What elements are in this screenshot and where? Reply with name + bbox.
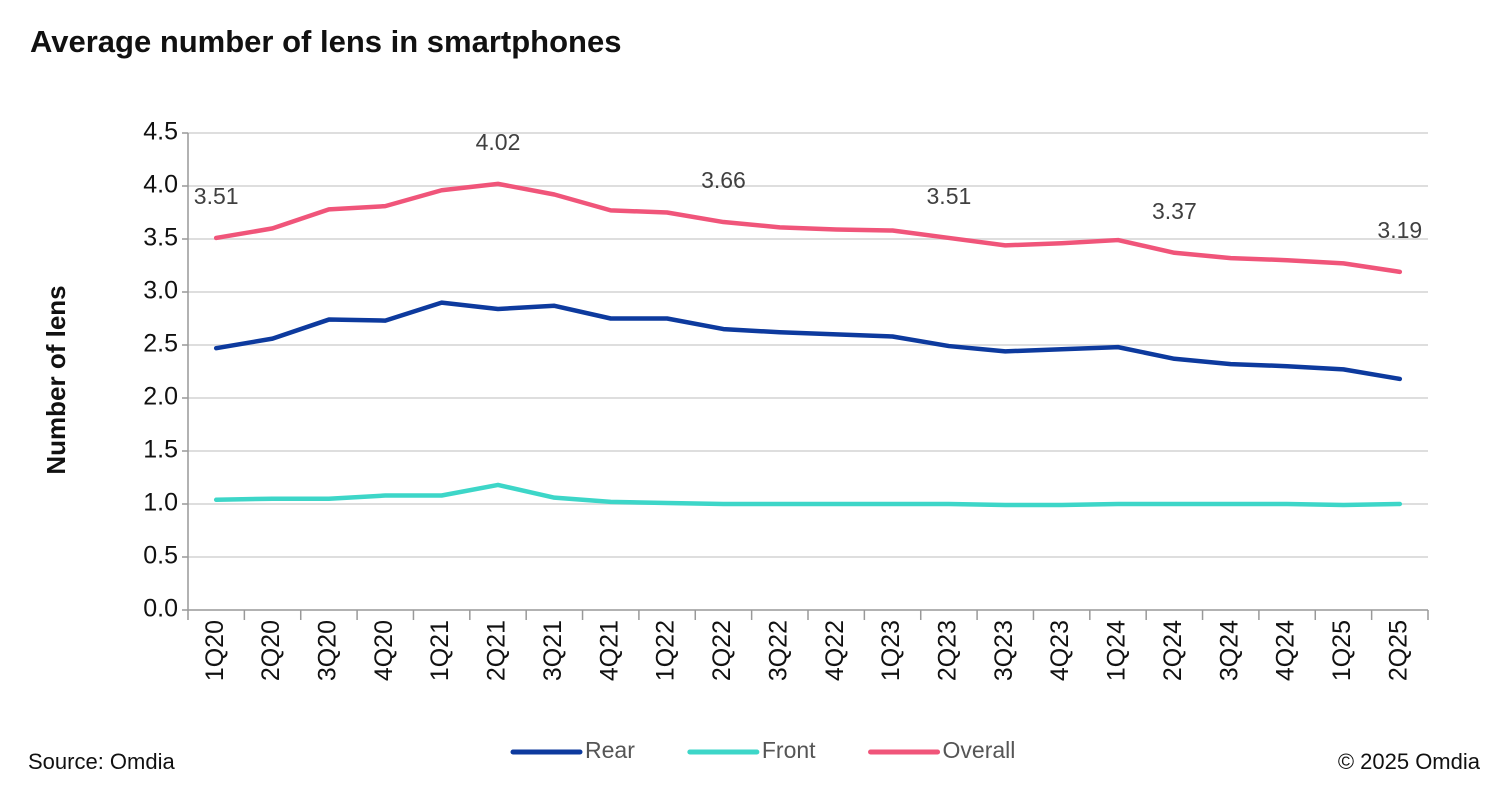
y-tick-label: 3.5 [143,224,178,252]
data-label: 3.37 [1152,198,1197,224]
x-tick-label: 4Q20 [370,620,398,681]
series-line [213,482,1403,508]
y-tick-label: 4.5 [143,118,178,146]
legend-label: Overall [943,737,1016,763]
x-tick-label: 4Q22 [821,620,849,681]
x-tick-label: 2Q24 [1159,620,1187,681]
y-tick-label: 0.5 [143,542,178,570]
x-tick-label: 1Q24 [1103,620,1131,681]
x-tick-label: 2Q21 [483,620,511,681]
chart-title: Average number of lens in smartphones [30,24,621,59]
y-tick-label: 0.0 [143,595,178,623]
y-tick-label: 2.0 [143,383,178,411]
y-tick-label: 3.0 [143,277,178,305]
data-label: 3.51 [927,183,972,209]
y-tick-label: 4.0 [143,171,178,199]
x-tick-label: 3Q20 [314,620,342,681]
x-tick-label: 2Q25 [1384,620,1412,681]
x-tick-label: 1Q25 [1328,620,1356,681]
data-label: 3.19 [1377,217,1422,243]
x-tick-label: 2Q23 [934,620,962,681]
legend-label: Front [762,737,816,763]
x-tick-label: 3Q21 [539,620,567,681]
y-axis-label: Number of lens [41,285,71,474]
x-tick-label: 4Q23 [1046,620,1074,681]
x-tick-label: 1Q22 [652,620,680,681]
data-label: 3.51 [194,183,239,209]
x-tick-label: 2Q22 [708,620,736,681]
data-label: 3.66 [701,167,746,193]
source: Source: Omdia [28,749,175,774]
x-tick-label: 3Q22 [764,620,792,681]
copyright: © 2025 Omdia [1338,749,1481,774]
series-line [213,300,1403,382]
series-line [213,181,1403,275]
x-tick-label: 2Q20 [257,620,285,681]
x-tick-label: 3Q24 [1215,620,1243,681]
x-tick-label: 1Q21 [426,620,454,681]
x-tick-label: 1Q20 [201,620,229,681]
legend-label: Rear [585,737,635,763]
y-tick-label: 1.5 [143,436,178,464]
x-tick-label: 4Q24 [1272,620,1300,681]
x-tick-label: 3Q23 [990,620,1018,681]
y-tick-label: 2.5 [143,330,178,358]
x-tick-label: 4Q21 [595,620,623,681]
y-tick-label: 1.0 [143,489,178,517]
data-label: 4.02 [476,129,521,155]
x-tick-label: 1Q23 [877,620,905,681]
